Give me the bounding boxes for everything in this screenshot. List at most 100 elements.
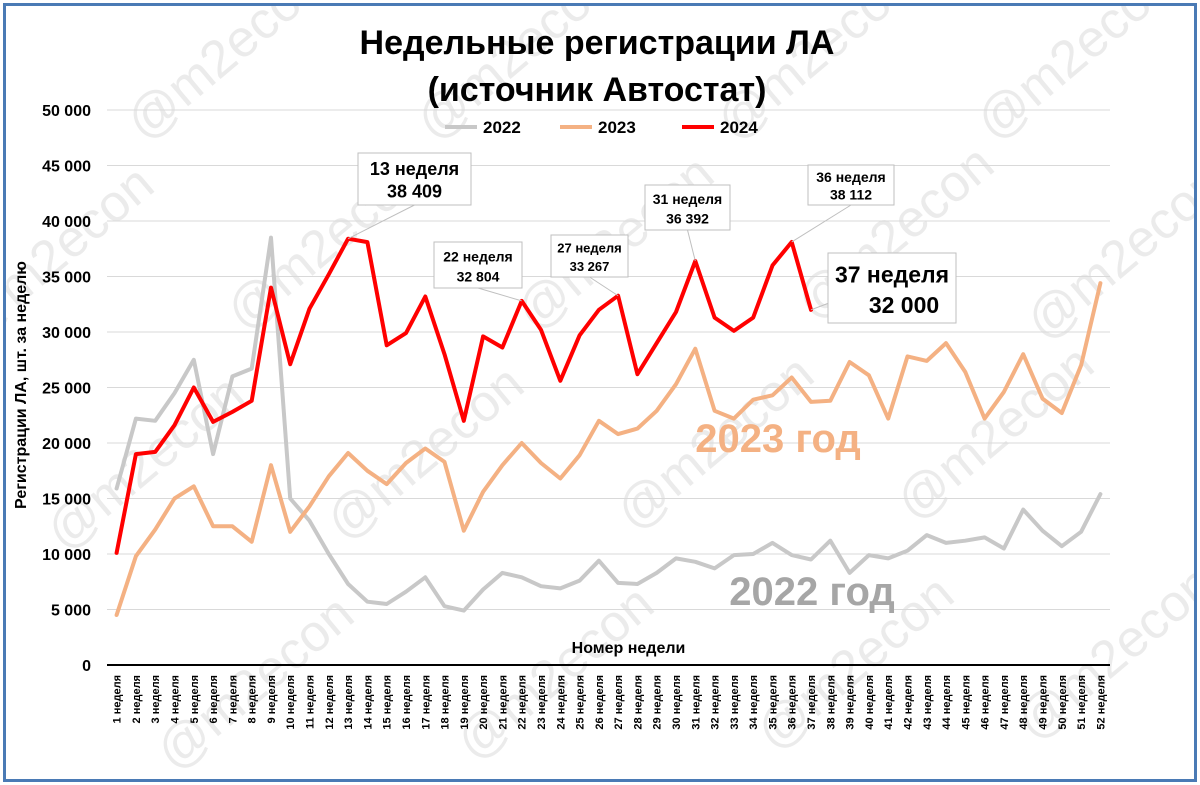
watermark-text: @m2econ [445, 574, 664, 771]
x-tick-label: 31 неделя [690, 675, 702, 730]
y-tick-label: 20 000 [42, 436, 91, 453]
callout-box [807, 164, 895, 206]
y-tick-label: 30 000 [42, 325, 91, 342]
x-tick-label: 25 неделя [575, 675, 587, 730]
x-tick-label: 48 неделя [1018, 675, 1030, 730]
callout-week: 27 неделя [557, 241, 621, 256]
x-tick-label: 28 неделя [632, 675, 644, 730]
x-tick-label: 19 неделя [459, 675, 471, 730]
x-tick-label: 52 неделя [1095, 675, 1107, 730]
x-tick-label: 26 неделя [594, 675, 606, 730]
x-tick-label: 11 неделя [305, 675, 317, 729]
x-tick-label: 29 неделя [652, 675, 664, 730]
callout-week: 36 неделя [816, 169, 885, 185]
callout-leader [687, 229, 696, 262]
x-tick-label: 44 неделя [941, 675, 953, 730]
x-tick-label: 50 неделя [1057, 675, 1069, 730]
chart-title-line2: (источник Автостат) [428, 71, 767, 109]
series-line-2023 [114, 281, 1103, 617]
x-tick-label: 30 неделя [671, 675, 683, 730]
watermark-text: @m2econ [1015, 154, 1194, 351]
x-tick-label: 46 неделя [980, 675, 992, 730]
x-tick-label: 23 неделя [536, 675, 548, 730]
callout-box [644, 184, 731, 231]
y-tick-label: 40 000 [42, 214, 91, 231]
x-tick-label: 45 неделя [960, 675, 972, 730]
callout-leader [810, 302, 829, 311]
callout-week: 13 неделя [370, 159, 459, 179]
x-tick-label: 12 неделя [324, 675, 336, 730]
y-axis-title: Регистрации ЛА, шт. за неделю [13, 261, 30, 509]
x-tick-label: 7 неделя [227, 675, 239, 723]
callout-box [550, 234, 629, 278]
x-tick-label: 18 неделя [440, 675, 452, 730]
y-tick-label: 25 000 [42, 381, 91, 398]
x-tick-label: 36 неделя [787, 675, 799, 730]
x-tick-label: 43 неделя [922, 675, 934, 730]
x-tick-label: 51 неделя [1076, 675, 1088, 730]
x-tick-label: 22 неделя [517, 675, 529, 730]
legend-label-2023: 2023 [598, 118, 636, 137]
x-tick-label: 14 неделя [362, 675, 374, 730]
x-tick-label: 6 неделя [208, 675, 220, 723]
x-tick-label: 40 неделя [864, 675, 876, 730]
x-tick-label: 8 неделя [247, 675, 259, 723]
x-tick-label: 13 неделя [343, 675, 355, 730]
callout-box [433, 241, 523, 289]
callout-week: 37 неделя [835, 261, 949, 287]
x-tick-label: 38 неделя [825, 675, 837, 730]
callout-value: 33 267 [570, 259, 610, 274]
callout-leader [589, 276, 619, 297]
x-tick-label: 15 неделя [382, 675, 394, 730]
y-tick-label: 5 000 [51, 603, 91, 620]
callout-leader [791, 204, 852, 243]
legend-label-2024: 2024 [720, 118, 758, 137]
legend-label-2022: 2022 [483, 118, 521, 137]
callout-box [357, 152, 472, 206]
callout-week: 31 неделя [653, 191, 722, 207]
x-tick-label: 1 неделя [112, 675, 124, 723]
x-tick-label: 3 неделя [150, 675, 162, 723]
x-tick-label: 4 неделя [170, 675, 182, 723]
x-tick-label: 17 неделя [420, 675, 432, 730]
callout-week: 22 неделя [443, 248, 512, 264]
x-tick-label: 39 неделя [845, 675, 857, 730]
y-tick-label: 45 000 [42, 159, 91, 176]
y-tick-label: 0 [82, 658, 91, 675]
y-tick-label: 35 000 [42, 270, 91, 287]
x-tick-label: 10 неделя [285, 675, 297, 730]
callout-leader [347, 204, 415, 240]
x-tick-label: 27 неделя [613, 675, 625, 730]
x-tick-label: 37 неделя [806, 675, 818, 730]
x-tick-label: 21 неделя [497, 675, 509, 730]
x-tick-label: 41 неделя [883, 675, 895, 730]
x-tick-label: 49 неделя [1037, 675, 1049, 730]
x-tick-label: 2 неделя [131, 675, 143, 723]
y-tick-label: 15 000 [42, 492, 91, 509]
x-axis-title: Номер недели [572, 640, 686, 657]
chart-title-line1: Недельные регистрации ЛА [360, 24, 835, 62]
series-annotation: 2022 год [729, 570, 895, 614]
callout-value: 32 000 [869, 292, 939, 318]
callout-value: 36 392 [666, 211, 709, 227]
series-line-2022 [114, 235, 1103, 613]
x-tick-label: 33 неделя [729, 675, 741, 730]
x-tick-label: 35 неделя [767, 675, 779, 730]
series-annotation: 2023 год [695, 417, 861, 461]
callout-leader [477, 287, 522, 302]
callout-value: 38 112 [830, 186, 872, 202]
callout-value: 32 804 [457, 269, 500, 285]
chart-frame: @m2econ @m2econ @m2econ @m2econ @m2econ @m2ec… [3, 3, 1197, 782]
watermark-text: @m2econ [965, 6, 1184, 152]
callout-value: 38 409 [387, 182, 442, 202]
x-tick-label: 9 неделя [266, 675, 278, 723]
x-tick-label: 24 неделя [555, 675, 567, 730]
x-tick-label: 42 неделя [902, 675, 914, 730]
callout-box [827, 252, 957, 324]
y-tick-label: 10 000 [42, 547, 91, 564]
x-tick-label: 16 неделя [401, 675, 413, 730]
watermark-text: @m2econ [115, 6, 334, 152]
watermark-text: @m2econ [885, 334, 1104, 531]
line-chart: @m2econ @m2econ @m2econ @m2econ@m2econ @m2ec… [6, 6, 1194, 779]
x-tick-label: 34 неделя [748, 675, 760, 730]
